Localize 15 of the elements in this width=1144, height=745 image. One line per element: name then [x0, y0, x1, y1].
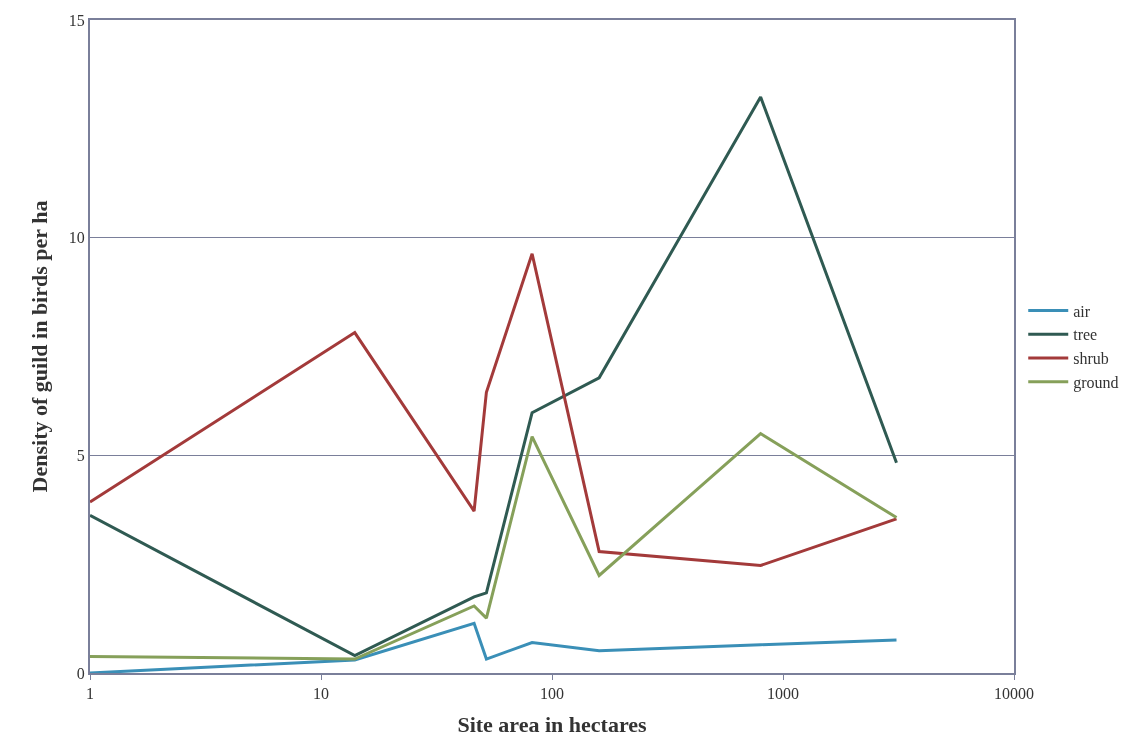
y-tick-label: 15 [68, 11, 85, 29]
y-axis-title: Density of guild in birds per ha [27, 200, 53, 493]
x-axis-title: Site area in hectares [457, 711, 648, 737]
y-tick-label: 10 [68, 229, 85, 247]
legend-label: ground [1073, 374, 1119, 393]
legend-label: tree [1073, 326, 1098, 344]
y-tick-label: 5 [76, 446, 85, 464]
x-tick-label: 1000 [767, 685, 799, 703]
x-tick-label: 10000 [994, 685, 1034, 703]
y-tick-label: 0 [76, 664, 85, 682]
x-tick-label: 100 [540, 685, 564, 703]
legend-label: shrub [1073, 350, 1109, 368]
x-tick-label: 10 [313, 685, 329, 703]
x-tick-label: 1 [86, 685, 94, 703]
legend-label: air [1073, 302, 1091, 320]
